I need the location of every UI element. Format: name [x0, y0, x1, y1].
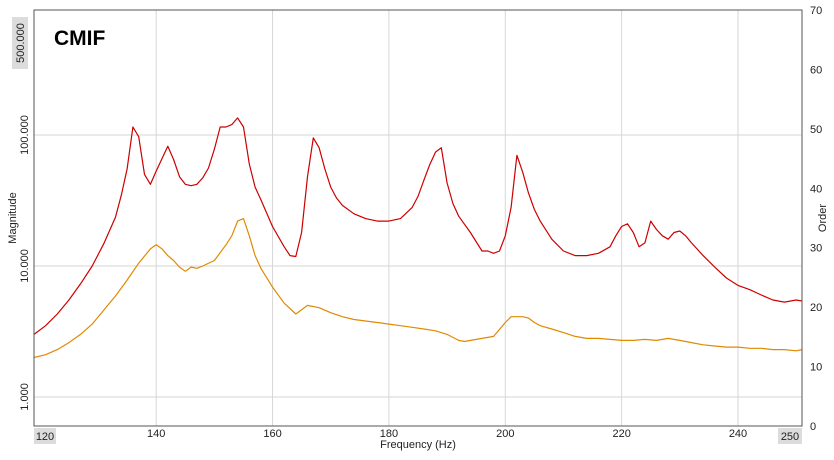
series-line-1	[34, 117, 802, 335]
y2-tick-label: 20	[810, 302, 822, 314]
plot-background	[34, 10, 802, 426]
y-top-tick: 500.000	[12, 17, 28, 69]
x-ticks: 140 160 180 200 220 240	[147, 428, 747, 440]
y2-tick-label: 0	[810, 421, 816, 433]
x-tick-label: 240	[729, 428, 747, 440]
series-line-2	[34, 218, 802, 359]
y-ticks: 1.000 10.000 100.000	[19, 115, 31, 411]
x-edge-tick-left: 120	[34, 428, 56, 444]
y-tick-label: 1.000	[19, 383, 31, 411]
x-edge-tick-right-label: 250	[781, 431, 799, 443]
y2-tick-label: 30	[810, 243, 822, 255]
y2-tick-label: 70	[810, 5, 822, 17]
x-edge-tick-left-label: 120	[36, 431, 54, 443]
y2-tick-label: 50	[810, 124, 822, 136]
x-tick-label: 220	[612, 428, 630, 440]
x-tick-label: 200	[496, 428, 514, 440]
x-edge-tick-right: 250	[778, 428, 802, 444]
y2-tick-label: 40	[810, 183, 822, 195]
plot-frame	[33, 9, 803, 427]
y-tick-label: 10.000	[19, 249, 31, 283]
y2-ticks: 0 10 20 30 40 50 60 70	[810, 5, 822, 433]
x-tick-label: 140	[147, 428, 165, 440]
grid-lines	[34, 10, 802, 426]
x-tick-label: 160	[263, 428, 281, 440]
y-axis-label: Magnitude	[7, 192, 19, 243]
x-axis-label: Frequency (Hz)	[380, 439, 456, 451]
y2-tick-label: 60	[810, 64, 822, 76]
y-top-tick-label: 500.000	[15, 23, 27, 63]
y2-axis-label: Order	[817, 204, 829, 232]
chart-title: CMIF	[54, 27, 105, 50]
y-tick-label: 100.000	[19, 115, 31, 155]
x-tick-label: 180	[380, 428, 398, 440]
series-layer	[34, 117, 802, 359]
y2-tick-label: 10	[810, 362, 822, 374]
